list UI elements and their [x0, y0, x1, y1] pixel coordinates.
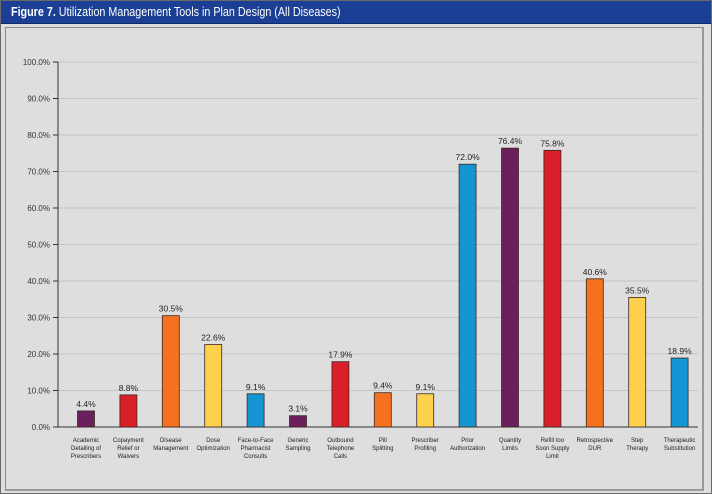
- y-tick-label: 90.0%: [27, 95, 50, 104]
- category-label: Prescribers: [71, 454, 101, 460]
- y-tick-label: 40.0%: [27, 277, 50, 286]
- category-label: Splitting: [372, 446, 393, 452]
- category-label: Detailing of: [71, 446, 101, 452]
- bar: [161, 315, 180, 428]
- bar: [204, 344, 223, 428]
- bar: [501, 147, 519, 428]
- bar: [77, 410, 95, 428]
- category-labels: Academic Detailing of Prescribers Copayment…: [71, 438, 696, 460]
- value-label: 76.4%: [498, 136, 523, 146]
- category-label: Consults: [244, 454, 267, 460]
- category-label: Management: [153, 446, 188, 452]
- y-tick-label: 30.0%: [27, 314, 50, 323]
- value-label: 18.9%: [668, 346, 693, 356]
- category-label: Retrospective: [576, 438, 613, 444]
- category-label: Profiling: [414, 446, 436, 452]
- category-label: Soon Supply: [535, 446, 569, 452]
- bar: [458, 163, 477, 428]
- y-tick-label: 10.0%: [27, 387, 50, 396]
- figure-title-bar: Figure 7. Utilization Management Tools i…: [1, 1, 711, 24]
- category-label: Prescriber: [412, 438, 439, 444]
- category-label: Waivers: [118, 454, 139, 460]
- y-tick-label: 100.0%: [23, 58, 50, 67]
- value-labels: 4.4% 8.8% 30.5% 22.6% 9.1% 3.1% 17.9% 9.4% 9.1% 7…: [76, 136, 692, 414]
- category-label: Limit: [546, 454, 559, 460]
- bar: [416, 393, 435, 428]
- y-tick-label: 60.0%: [27, 204, 50, 213]
- value-label: 35.5%: [625, 285, 650, 295]
- bar: [373, 392, 392, 428]
- category-label: Relief or: [117, 446, 139, 452]
- bar: [119, 394, 138, 428]
- value-label: 3.1%: [288, 404, 308, 414]
- category-label: DUR: [588, 446, 602, 452]
- category-label: Disease: [160, 438, 182, 444]
- category-label: Prior: [461, 438, 474, 444]
- y-tick-label: 70.0%: [27, 168, 50, 177]
- category-label: Step: [631, 438, 644, 444]
- bar: [670, 357, 689, 428]
- category-label: Sampling: [285, 446, 310, 452]
- value-label: 9.4%: [373, 381, 393, 391]
- category-label: Quantity: [499, 438, 521, 444]
- y-tick-label: 50.0%: [27, 241, 50, 250]
- value-label: 72.0%: [456, 152, 481, 162]
- bar: [628, 297, 647, 428]
- value-label: 30.5%: [159, 304, 184, 314]
- value-label: 9.1%: [416, 382, 436, 392]
- category-label: Pill: [379, 438, 387, 444]
- category-label: Face-to-Face: [238, 438, 274, 444]
- y-tick-label: 0.0%: [32, 423, 50, 432]
- category-label: Dose: [206, 438, 221, 444]
- value-label: 22.6%: [201, 333, 226, 343]
- category-label: Optimization: [197, 446, 230, 452]
- chart-panel: [5, 27, 704, 491]
- y-tick-label: 20.0%: [27, 350, 50, 359]
- value-label: 8.8%: [119, 383, 139, 393]
- category-label: Academic: [73, 438, 99, 444]
- bar: [543, 149, 562, 428]
- category-label: Outbound: [327, 438, 353, 444]
- y-tick-label: 80.0%: [27, 131, 50, 140]
- value-label: 4.4%: [76, 399, 96, 409]
- category-label: Therapy: [626, 446, 648, 452]
- figure-title: Figure 7. Utilization Management Tools i…: [11, 5, 341, 19]
- category-label: Substitution: [664, 446, 695, 452]
- bar: [585, 278, 604, 428]
- bar: [289, 415, 307, 428]
- figure-number: Figure 7.: [11, 5, 56, 19]
- category-label: Calls: [334, 454, 347, 460]
- value-label: 9.1%: [246, 382, 266, 392]
- category-label: Pharmacist: [241, 446, 271, 452]
- bar: [331, 361, 350, 428]
- bar: [246, 393, 265, 428]
- category-label: Refill too: [541, 438, 565, 444]
- value-label: 17.9%: [328, 350, 353, 360]
- value-label: 40.6%: [583, 267, 608, 277]
- category-label: Authorization: [450, 446, 485, 452]
- category-label: Generic: [287, 438, 308, 444]
- figure-title-text: Utilization Management Tools in Plan Des…: [58, 5, 341, 19]
- category-label: Limits: [502, 446, 518, 452]
- bars: [77, 147, 689, 428]
- category-label: Copayment: [113, 438, 144, 444]
- category-label: Therapeutic: [664, 438, 696, 444]
- category-label: Telephone: [327, 446, 355, 452]
- value-label: 75.8%: [540, 138, 565, 148]
